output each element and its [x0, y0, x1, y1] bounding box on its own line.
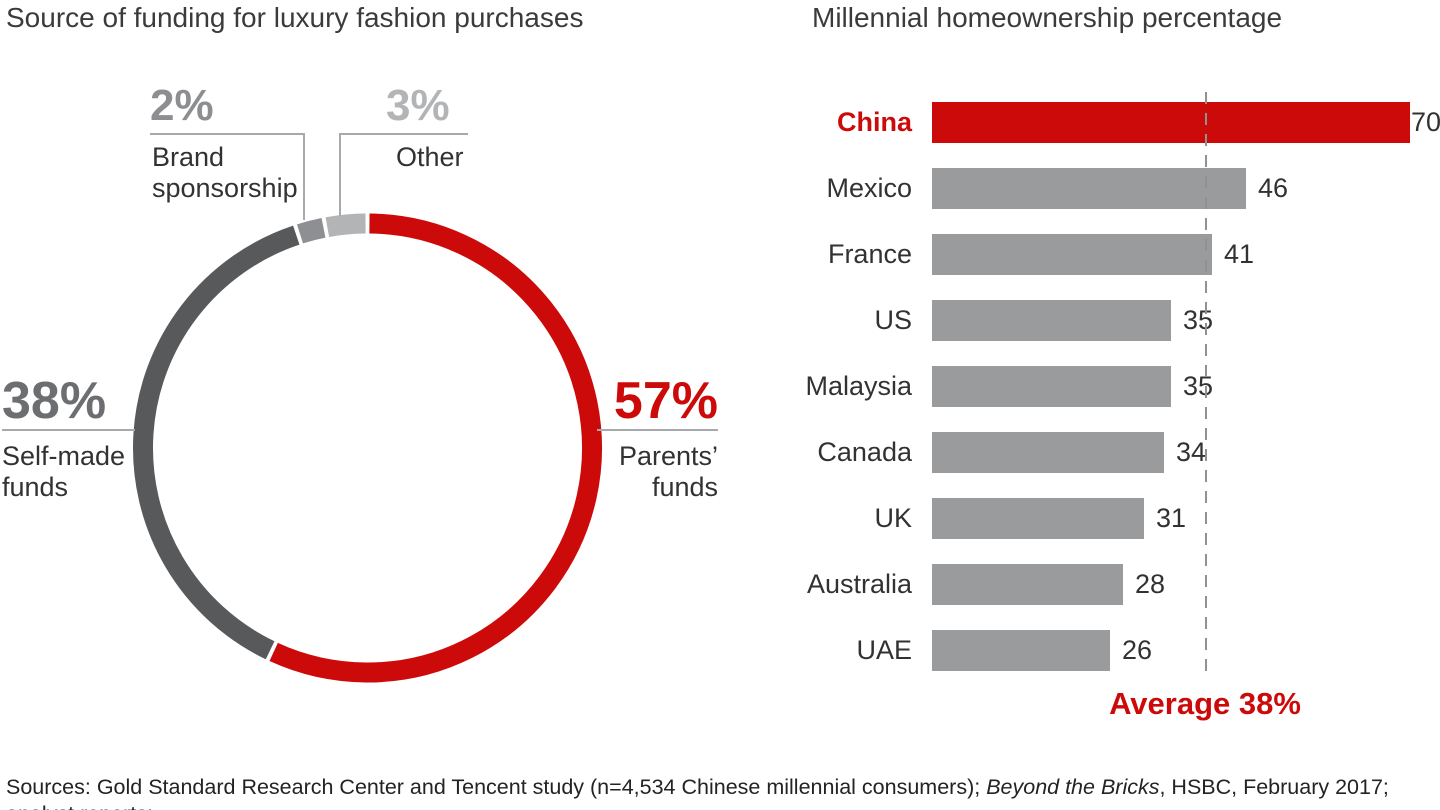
- sources-text-part2: , HSBC, February 2017; analyst reports;: [6, 774, 1389, 810]
- bar-value-uae: 26: [1122, 635, 1153, 665]
- bar-category-uae: UAE: [856, 635, 912, 665]
- bar-value-mexico: 46: [1258, 173, 1289, 203]
- bar-value-malaysia: 35: [1183, 371, 1214, 401]
- bar-category-malaysia: Malaysia: [805, 371, 912, 401]
- bar-australia: [932, 564, 1123, 605]
- bar-category-mexico: Mexico: [826, 173, 912, 203]
- bar-mexico: [932, 168, 1246, 209]
- bar-value-uk: 31: [1156, 503, 1187, 533]
- donut-arc-self-made-funds: [133, 225, 300, 660]
- average-dashed-line: [1205, 92, 1207, 676]
- bar-uae: [932, 630, 1110, 671]
- bar-us: [932, 300, 1171, 341]
- callout-leader-brand: [303, 133, 305, 220]
- bar-malaysia: [932, 366, 1171, 407]
- bar-category-australia: Australia: [806, 569, 912, 599]
- donut-label-brand-sponsorship: Brand sponsorship: [152, 142, 298, 203]
- donut-value-self-made: 38%: [2, 372, 107, 430]
- callout-underline-brand: [150, 133, 305, 135]
- callout-underline-self-made: [2, 429, 135, 431]
- bar-category-france: France: [827, 239, 912, 269]
- donut-label-self-made: Self-made funds: [2, 441, 126, 502]
- bar-chart-title: Millennial homeownership percentage: [812, 2, 1283, 33]
- bar-category-uk: UK: [874, 503, 912, 533]
- sources-note: Sources: Gold Standard Research Center a…: [6, 774, 1436, 810]
- donut-value-parents: 57%: [613, 372, 718, 430]
- donut-label-other: Other: [396, 142, 464, 172]
- bar-france: [932, 234, 1212, 275]
- donut-value-other: 3%: [386, 81, 450, 130]
- bar-value-canada: 34: [1176, 437, 1207, 467]
- sources-text-part1: Sources: Gold Standard Research Center a…: [6, 774, 987, 799]
- bar-china: [932, 102, 1410, 143]
- callout-leader-other: [339, 133, 341, 216]
- donut-arc-brand-sponsorship: [296, 218, 326, 244]
- bar-value-us: 35: [1183, 305, 1214, 335]
- donut-arc-parents-funds: [269, 213, 602, 683]
- donut-chart-title: Source of funding for luxury fashion pur…: [6, 2, 584, 33]
- sources-text-italic: Beyond the Bricks: [986, 774, 1160, 799]
- bar-value-australia: 28: [1135, 569, 1166, 599]
- donut-value-brand-sponsorship: 2%: [150, 81, 214, 130]
- bar-value-china: 70: [1411, 107, 1440, 137]
- bar-category-us: US: [874, 305, 912, 335]
- bar-category-china: China: [836, 107, 912, 137]
- donut-chart: [133, 213, 602, 683]
- donut-arc-other: [325, 213, 366, 237]
- bar-category-canada: Canada: [817, 437, 912, 467]
- bar-canada: [932, 432, 1164, 473]
- callout-underline-parents: [597, 429, 718, 431]
- callout-underline-other: [339, 133, 468, 135]
- donut-label-parents: Parents’ funds: [618, 441, 718, 502]
- bar-value-france: 41: [1224, 239, 1255, 269]
- average-label: Average 38%: [1109, 686, 1301, 721]
- bar-uk: [932, 498, 1144, 539]
